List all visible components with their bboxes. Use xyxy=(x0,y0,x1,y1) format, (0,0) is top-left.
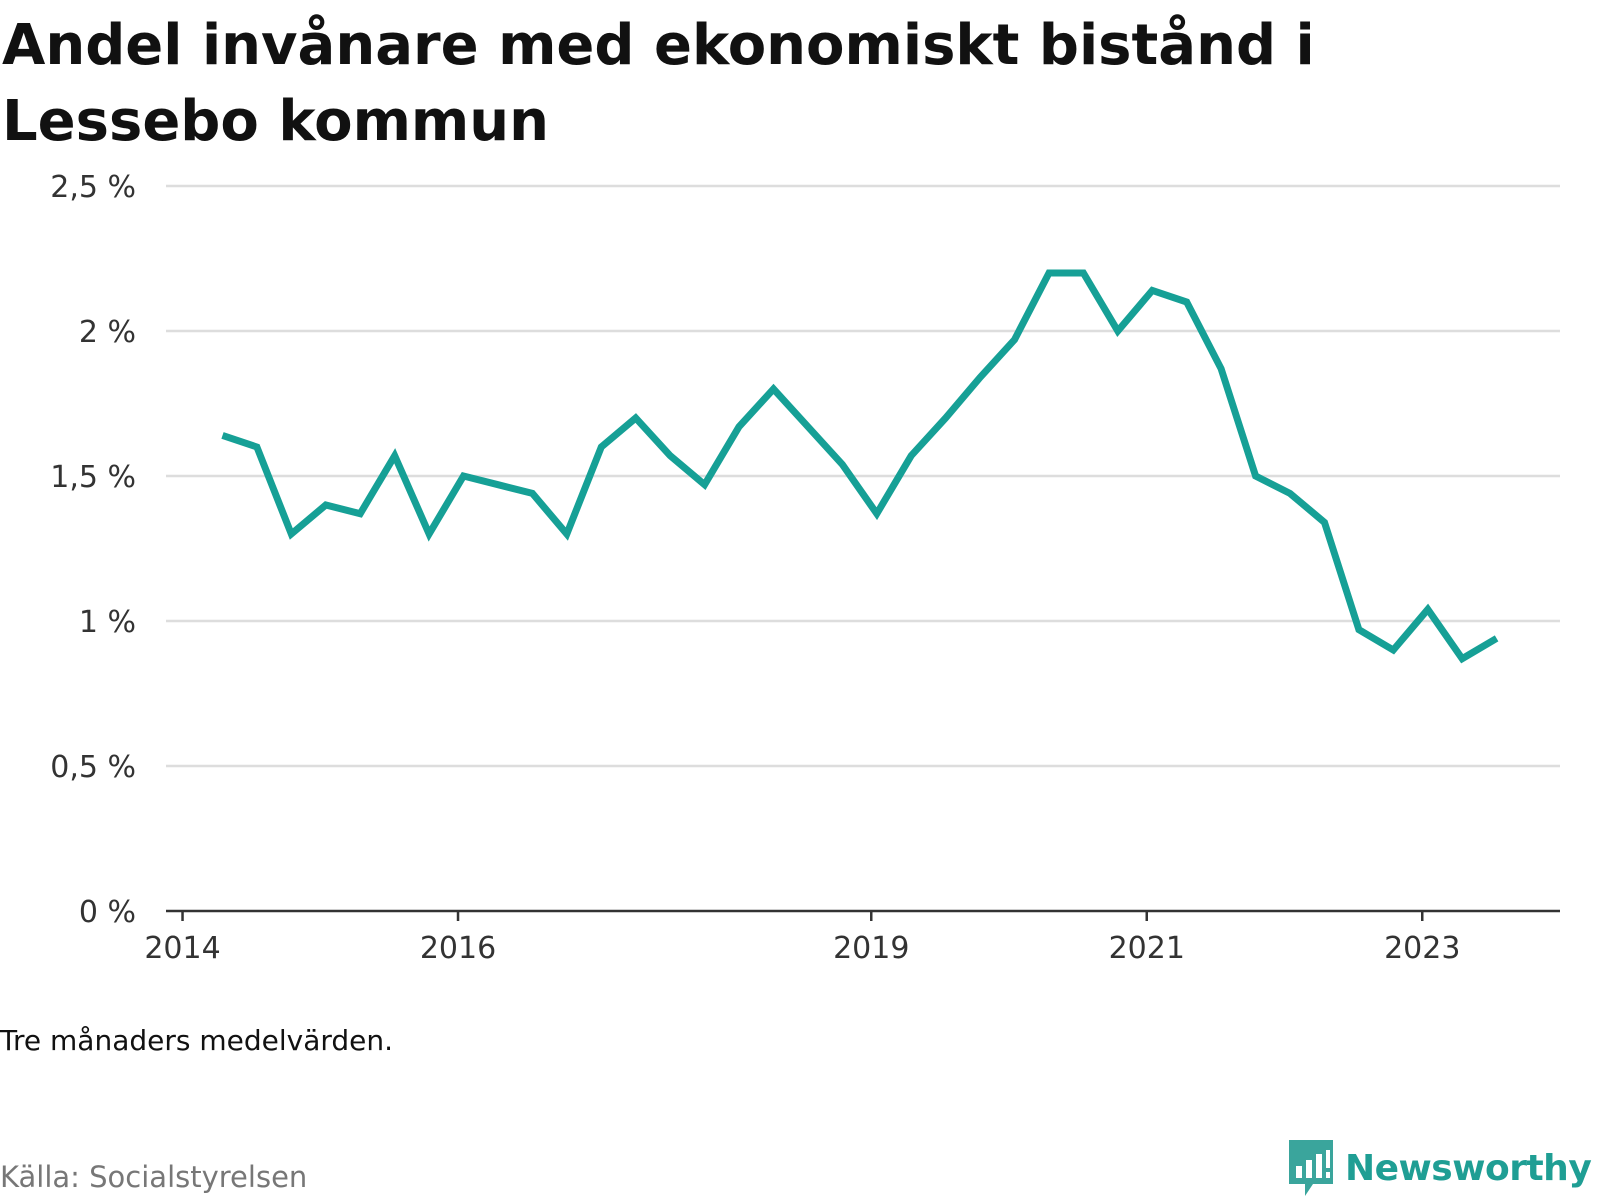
chart-title: Andel invånare med ekonomiskt bistånd i … xyxy=(2,13,1315,154)
y-tick-label: 1,5 % xyxy=(50,460,136,495)
logo-dot xyxy=(1326,1172,1330,1178)
series-group xyxy=(221,269,1499,664)
bar-chart-speech-bubble-icon xyxy=(1289,1140,1333,1196)
brand-logo[interactable]: Newsworthy xyxy=(1287,1140,1592,1196)
logo-bar-1 xyxy=(1296,1166,1302,1178)
line-chart: 0 % 0,5 % 1 % 1,5 % 2 % 2,5 % 2014 2016 2019 202… xyxy=(50,170,1560,966)
x-tick-label: 2019 xyxy=(833,931,909,966)
y-tick-label: 0,5 % xyxy=(50,750,136,785)
x-tick-label: 2021 xyxy=(1109,931,1185,966)
x-tick-label: 2014 xyxy=(144,931,220,966)
source-label: Källa: Socialstyrelsen xyxy=(0,1160,308,1194)
logo-bar-3 xyxy=(1316,1154,1322,1178)
y-tick-label: 1 % xyxy=(79,605,136,640)
y-tick-label: 2 % xyxy=(79,315,136,350)
x-tick-label: 2016 xyxy=(420,931,496,966)
x-axis-ticks: 2014 2016 2019 2021 2023 xyxy=(144,911,1460,966)
brand-name: Newsworthy xyxy=(1345,1147,1592,1189)
chart-note: Tre månaders medelvärden. xyxy=(0,1024,394,1057)
grid-lines xyxy=(166,184,1560,768)
y-tick-label: 0 % xyxy=(79,895,136,930)
y-axis-labels: 0 % 0,5 % 1 % 1,5 % 2 % 2,5 % xyxy=(50,170,136,930)
y-tick-label: 2,5 % xyxy=(50,170,136,205)
series-line xyxy=(221,269,1499,664)
logo-bar-4 xyxy=(1326,1150,1330,1168)
logo-bar-2 xyxy=(1306,1160,1312,1178)
x-tick-label: 2023 xyxy=(1384,931,1460,966)
